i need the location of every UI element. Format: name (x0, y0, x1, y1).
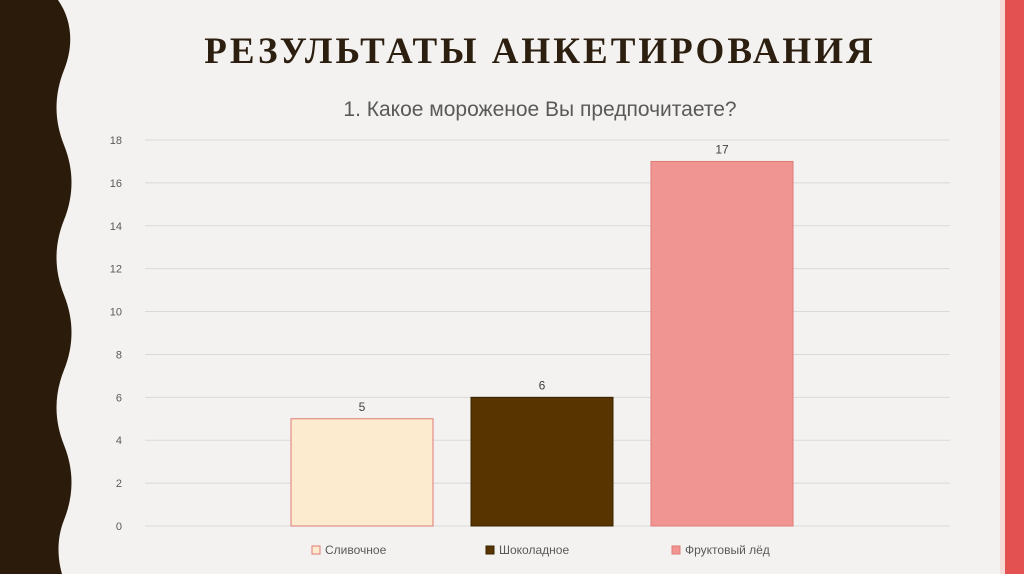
y-tick-label: 4 (116, 435, 122, 447)
y-tick-label: 18 (110, 135, 122, 147)
chart-title: 1. Какое мороженое Вы предпочитаете? (343, 98, 737, 121)
y-tick-label: 6 (116, 392, 122, 404)
y-tick-label: 12 (110, 264, 122, 276)
bars (290, 160, 794, 527)
legend-swatch (311, 545, 321, 555)
accent-stripe-red (1005, 0, 1024, 574)
bar (290, 418, 434, 527)
legend-label: Сливочное (325, 543, 387, 557)
gridlines (145, 139, 950, 527)
y-tick-label: 10 (110, 307, 122, 319)
y-tick-label: 0 (116, 521, 122, 533)
left-decorative-band (0, 0, 72, 574)
y-tick-label: 2 (116, 478, 122, 490)
right-accent-stripes (1000, 0, 1024, 574)
legend-swatch (671, 545, 681, 555)
legend-label: Фруктовый лёд (685, 543, 770, 557)
legend: Сливочное Шоколадное Фруктовый лёд (311, 543, 770, 557)
y-tick-label: 14 (110, 221, 122, 233)
bar-chart: 0 2 4 6 8 10 12 14 16 18 5 6 17 Сливочное Шоколадное… (110, 135, 950, 557)
wavy-edge-shape (0, 0, 72, 574)
accent-stripe-light (1000, 0, 1005, 574)
data-label: 6 (539, 378, 546, 392)
y-axis-ticks: 0 2 4 6 8 10 12 14 16 18 (110, 135, 122, 533)
data-label: 5 (359, 400, 366, 414)
bar (470, 396, 614, 527)
legend-label: Шоколадное (499, 543, 569, 557)
bar (650, 160, 794, 527)
y-tick-label: 16 (110, 178, 122, 190)
legend-swatch (485, 545, 495, 555)
y-tick-label: 8 (116, 349, 122, 361)
data-label: 17 (715, 142, 729, 156)
data-labels: 5 6 17 (359, 142, 729, 413)
slide-title: РЕЗУЛЬТАТЫ АНКЕТИРОВАНИЯ (204, 31, 876, 72)
